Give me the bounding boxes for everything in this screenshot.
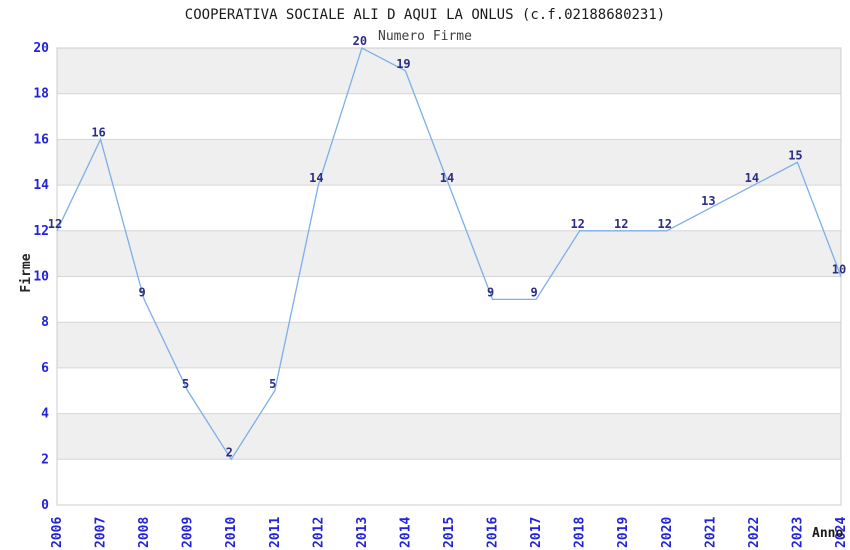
x-tick-label: 2012 (311, 517, 326, 548)
x-tick-label: 2017 (529, 517, 544, 548)
point-label: 19 (396, 57, 410, 71)
plot-band (57, 48, 841, 94)
x-tick-label: 2008 (137, 517, 152, 548)
y-tick-label: 20 (33, 41, 49, 56)
point-label: 9 (487, 285, 494, 299)
y-axis-title: Firme (19, 253, 34, 292)
y-tick-label: 14 (33, 178, 49, 193)
series-line (56, 47, 842, 461)
x-tick-label: 2013 (355, 517, 370, 548)
point-label: 14 (440, 171, 454, 185)
point-label: 9 (530, 285, 537, 299)
x-tick-label: 2019 (616, 517, 631, 548)
plot-band (57, 322, 841, 368)
point-label: 14 (309, 171, 323, 185)
x-tick-label: 2024 (834, 517, 849, 548)
chart-subtitle: Numero Firme (378, 29, 472, 44)
point-label: 12 (614, 217, 628, 231)
y-tick-label: 2 (41, 452, 49, 467)
point-label: 16 (91, 125, 105, 139)
y-tick-label: 10 (33, 270, 49, 285)
x-tick-label: 2011 (268, 517, 283, 548)
x-tick-label: 2015 (442, 517, 457, 548)
x-axis-title: Anno (812, 526, 843, 541)
point-label: 5 (182, 377, 189, 391)
plot-band (57, 139, 841, 186)
x-tick-label: 2021 (703, 517, 718, 548)
x-tick-label: 2014 (398, 517, 413, 548)
x-axis-tick-labels: 2006 2007 2008 2009 2010 2011 2012 2013 2014 2015… (50, 517, 849, 548)
y-tick-label: 0 (41, 498, 49, 513)
x-tick-label: 2006 (50, 517, 65, 548)
point-label: 14 (745, 171, 759, 185)
point-label: 13 (701, 194, 715, 208)
point-label: 12 (658, 217, 672, 231)
point-label: 2 (226, 445, 233, 459)
x-tick-label: 2023 (790, 517, 805, 548)
point-label: 9 (138, 285, 145, 299)
plot-band (57, 413, 841, 460)
y-axis-tick-labels: 0 2 4 6 8 10 12 14 16 18 20 (33, 41, 49, 513)
x-tick-label: 2020 (660, 517, 675, 548)
point-label: 10 (832, 263, 846, 277)
x-tick-label: 2022 (747, 517, 762, 548)
x-tick-label: 2018 (573, 517, 588, 548)
y-tick-label: 8 (41, 315, 49, 330)
chart-title: COOPERATIVA SOCIALE ALI D AQUI LA ONLUS … (185, 7, 665, 23)
y-tick-label: 6 (41, 361, 49, 376)
y-tick-label: 12 (33, 224, 49, 239)
x-tick-label: 2016 (486, 517, 501, 548)
x-tick-label: 2010 (224, 517, 239, 548)
y-tick-label: 4 (41, 407, 49, 422)
point-label: 12 (48, 217, 62, 231)
y-tick-label: 16 (33, 132, 49, 147)
x-tick-label: 2007 (94, 517, 109, 548)
point-label: 5 (269, 377, 276, 391)
plot-band (57, 230, 841, 277)
y-tick-label: 18 (33, 87, 49, 102)
point-labels: 12 16 9 5 2 5 14 20 19 14 9 9 12 12 12 13 14 15 10 (48, 34, 846, 459)
x-tick-label: 2009 (181, 517, 196, 548)
point-label: 15 (788, 148, 802, 162)
point-label: 12 (570, 217, 584, 231)
point-label: 20 (353, 34, 367, 48)
